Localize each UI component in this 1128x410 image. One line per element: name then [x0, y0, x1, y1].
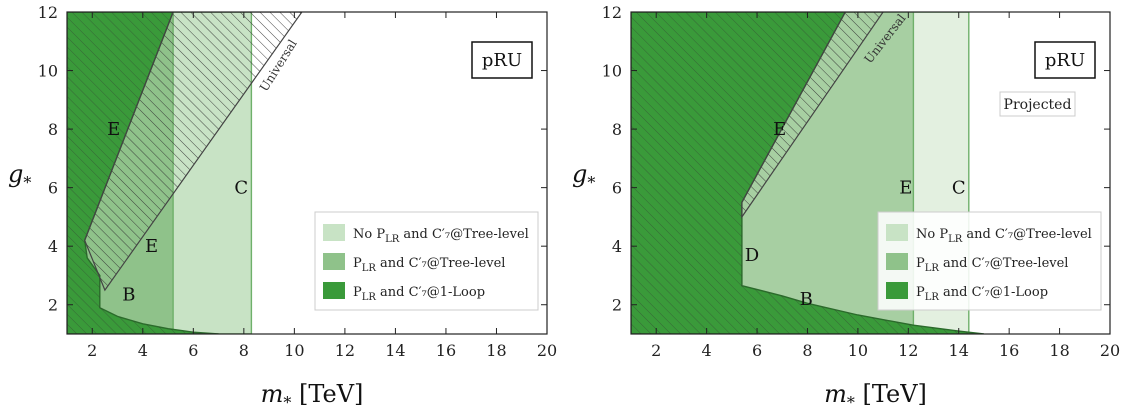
y-axis-title: g*	[8, 160, 31, 192]
legend-box	[877, 211, 1102, 311]
x-tick-label: 6	[752, 341, 762, 360]
x-tick-label: 12	[898, 341, 918, 360]
region-label: E	[899, 178, 912, 199]
y-tick-label: 4	[612, 237, 622, 256]
projected-label: Projected	[1004, 97, 1072, 113]
x-tick-label: 2	[651, 341, 661, 360]
hatch-1loop	[67, 12, 219, 334]
hatch-1loop	[631, 12, 984, 334]
legend-swatch	[323, 253, 345, 270]
region-label: C	[952, 178, 966, 199]
y-tick-label: 10	[602, 62, 622, 81]
x-tick-label: 4	[702, 341, 712, 360]
region-label: B	[122, 284, 135, 305]
x-axis-title: m* [TeV]	[261, 380, 364, 410]
legend-label: PLR and C′₇@1-Loop	[353, 285, 485, 303]
region-label: C	[234, 178, 248, 199]
legend-label: No PLR and C′₇@Tree-level	[353, 227, 529, 245]
x-tick-label: 10	[848, 341, 868, 360]
x-tick-label: 4	[138, 341, 148, 360]
x-tick-label: 14	[385, 341, 405, 360]
legend-swatch	[886, 224, 908, 241]
legend-label: PLR and C′₇@Tree-level	[916, 256, 1068, 274]
x-tick-label: 18	[1049, 341, 1069, 360]
x-tick-label: 2	[87, 341, 97, 360]
legend-box	[314, 211, 539, 311]
y-tick-label: 6	[48, 179, 58, 198]
y-tick-label: 4	[48, 237, 58, 256]
universal-hatched-region	[741, 12, 884, 219]
region-label: D	[745, 245, 759, 266]
model-label: pRU	[482, 50, 522, 71]
y-tick-label: 6	[612, 179, 622, 198]
model-label: pRU	[1045, 50, 1085, 71]
x-tick-label: 6	[188, 341, 198, 360]
x-tick-label: 12	[335, 341, 355, 360]
y-axis-title: g*	[572, 160, 595, 192]
legend-swatch	[323, 282, 345, 299]
x-tick-label: 8	[239, 341, 249, 360]
region-label: E	[145, 236, 158, 257]
region-label: B	[800, 289, 813, 310]
projected-box	[999, 91, 1076, 117]
x-tick-label: 14	[949, 341, 969, 360]
model-box	[1034, 41, 1096, 79]
legend-swatch	[886, 253, 908, 270]
plot-frame	[630, 11, 1111, 335]
x-tick-label: 20	[537, 341, 557, 360]
y-tick-label: 2	[612, 296, 622, 315]
plot-frame	[66, 11, 548, 335]
x-tick-label: 20	[1100, 341, 1120, 360]
legend-label: PLR and C′₇@1-Loop	[916, 285, 1048, 303]
x-axis-title: m* [TeV]	[824, 380, 927, 410]
region-label: E	[773, 119, 786, 140]
x-tick-label: 16	[999, 341, 1019, 360]
plot-area	[67, 12, 303, 334]
legend-swatch	[886, 282, 908, 299]
y-tick-label: 8	[612, 120, 622, 139]
x-tick-label: 18	[486, 341, 506, 360]
x-tick-label: 10	[284, 341, 304, 360]
model-box	[471, 41, 533, 79]
y-tick-label: 10	[38, 62, 58, 81]
y-tick-label: 12	[602, 3, 622, 22]
legend-label: PLR and C′₇@Tree-level	[353, 256, 505, 274]
universal-hatched-region	[84, 12, 303, 292]
x-tick-label: 8	[802, 341, 812, 360]
y-tick-label: 8	[48, 120, 58, 139]
legend-swatch	[323, 224, 345, 241]
legend-label: No PLR and C′₇@Tree-level	[916, 227, 1092, 245]
y-tick-label: 12	[38, 3, 58, 22]
region-label: E	[107, 119, 120, 140]
x-tick-label: 16	[436, 341, 456, 360]
y-tick-label: 2	[48, 296, 58, 315]
